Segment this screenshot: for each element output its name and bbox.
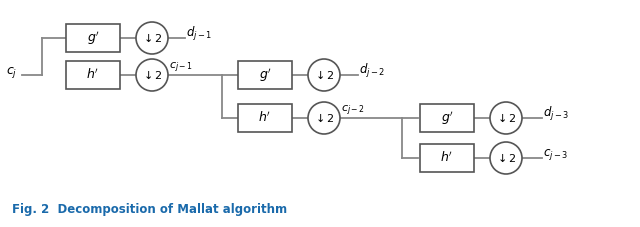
Text: $\downarrow$2: $\downarrow$2	[495, 152, 517, 164]
Bar	[238, 104, 292, 132]
Bar	[420, 144, 474, 172]
Bar	[238, 61, 292, 89]
Text: $d_{j-3}$: $d_{j-3}$	[543, 105, 570, 123]
Ellipse shape	[490, 142, 522, 174]
Text: $h'$: $h'$	[440, 151, 454, 165]
Text: $g'$: $g'$	[86, 29, 99, 47]
Text: $c_{j-2}$: $c_{j-2}$	[341, 104, 365, 118]
Bar	[66, 61, 120, 89]
Text: $\downarrow$2: $\downarrow$2	[495, 112, 517, 124]
Text: $c_{j-1}$: $c_{j-1}$	[169, 61, 193, 75]
Text: $\downarrow$2: $\downarrow$2	[141, 69, 163, 81]
Ellipse shape	[308, 59, 340, 91]
Text: $c_{j-3}$: $c_{j-3}$	[543, 146, 568, 161]
Ellipse shape	[490, 102, 522, 134]
Text: $h'$: $h'$	[259, 111, 271, 125]
Text: $\downarrow$2: $\downarrow$2	[141, 32, 163, 44]
Text: $g'$: $g'$	[259, 66, 271, 84]
Text: $\downarrow$2: $\downarrow$2	[313, 112, 335, 124]
Ellipse shape	[136, 59, 168, 91]
Text: $h'$: $h'$	[86, 68, 100, 82]
Text: $g'$: $g'$	[440, 109, 453, 127]
Bar	[66, 24, 120, 52]
Text: $c_j$: $c_j$	[6, 66, 17, 81]
Text: Fig. 2  Decomposition of Mallat algorithm: Fig. 2 Decomposition of Mallat algorithm	[12, 203, 287, 217]
Text: $\downarrow$2: $\downarrow$2	[313, 69, 335, 81]
Text: $d_{j-2}$: $d_{j-2}$	[359, 62, 385, 80]
Bar	[420, 104, 474, 132]
Text: $d_{j-1}$: $d_{j-1}$	[186, 25, 212, 43]
Ellipse shape	[136, 22, 168, 54]
Ellipse shape	[308, 102, 340, 134]
